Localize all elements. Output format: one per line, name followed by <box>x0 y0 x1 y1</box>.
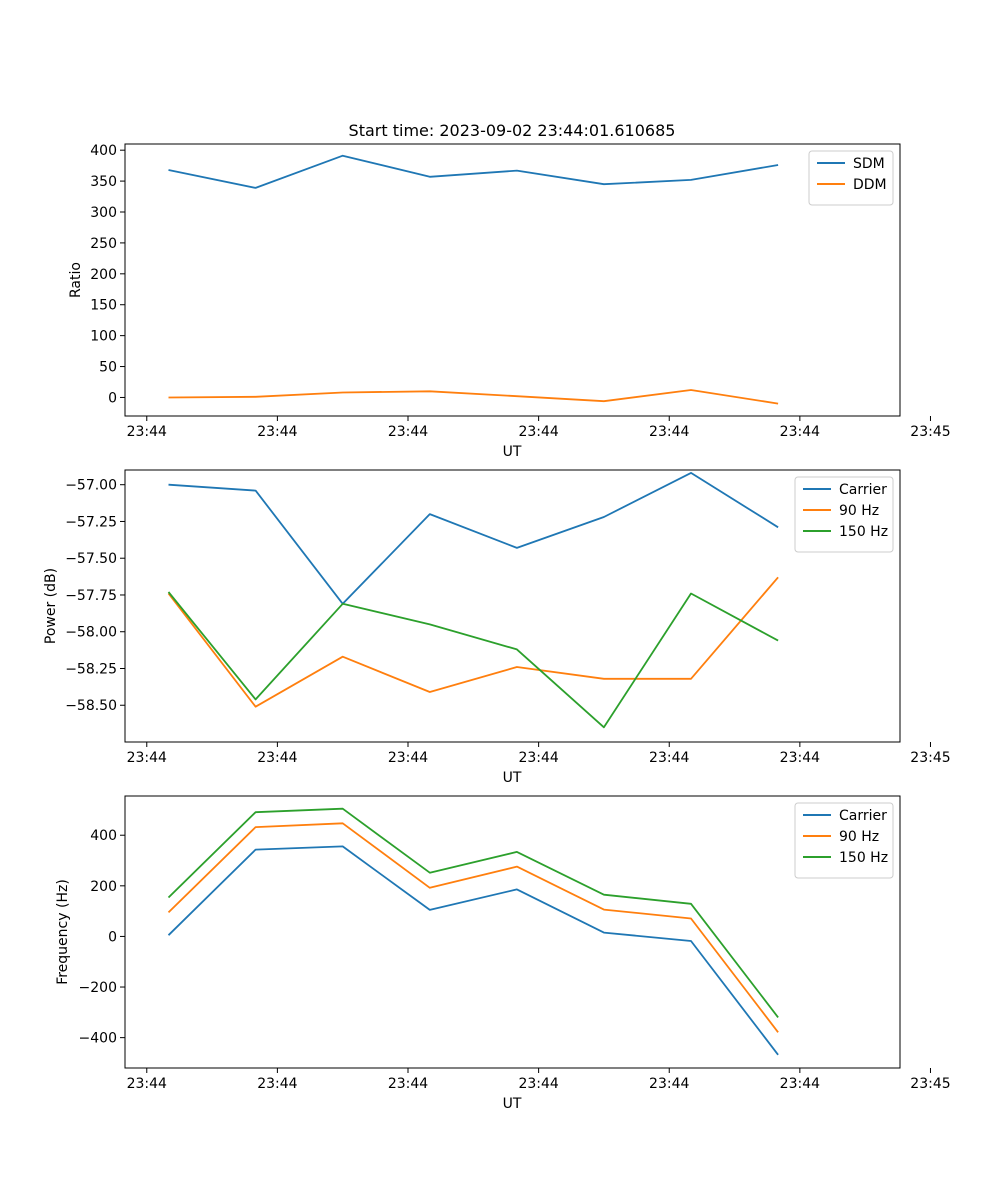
power-x-tick-label: 23:44 <box>649 750 689 766</box>
power-x-tick-label: 23:44 <box>388 750 428 766</box>
frequency-legend-label-90-hz: 90 Hz <box>839 829 879 845</box>
power-series <box>167 471 779 729</box>
power-y-tick-label: −57.00 <box>65 478 117 494</box>
frequency-x-tick-label: 23:45 <box>910 1076 950 1092</box>
ratio-axes-frame <box>124 143 901 417</box>
ratio-y-tick-label: 350 <box>90 174 117 190</box>
frequency-legend-label-150-hz: 150 Hz <box>839 850 888 866</box>
ratio-legend-box <box>808 150 894 206</box>
frequency-legend-label-carrier: Carrier <box>839 808 887 824</box>
power-y-tick-label: −58.25 <box>65 661 117 677</box>
ratio-y-tick-label: 400 <box>90 143 117 159</box>
frequency-y-tick-label: 400 <box>90 828 117 844</box>
power-x-ticks: 23:44 23:44 23:44 23:44 23:44 23:44 23:45 <box>127 742 951 766</box>
ratio-y-tick-label: 150 <box>90 298 117 314</box>
frequency-y-tick-label: −200 <box>79 980 117 996</box>
power-legend-box <box>794 476 894 553</box>
power-x-tick-label: 23:44 <box>127 750 167 766</box>
ratio-series-sdm-line <box>168 154 779 189</box>
frequency-y-tick-label: −400 <box>79 1031 117 1047</box>
ratio-y-tick-label: 200 <box>90 267 117 283</box>
ratio-series-ddm-line <box>168 389 779 405</box>
ratio-y-tick-label: 300 <box>90 205 117 221</box>
ratio-y-axis-label: Ratio <box>68 262 84 298</box>
power-y-tick-label: −57.50 <box>65 551 117 567</box>
power-series-90-hz-line <box>167 576 779 708</box>
ratio-legend: SDM DDM <box>808 150 894 206</box>
ratio-legend-label-ddm: DDM <box>853 177 887 193</box>
power-series-carrier-line <box>168 471 779 605</box>
ratio-x-ticks: 23:44 23:44 23:44 23:44 23:44 23:44 23:45 <box>127 416 951 440</box>
ratio-y-tick-label: 50 <box>99 360 117 376</box>
frequency-x-tick-label: 23:44 <box>649 1076 689 1092</box>
frequency-y-ticks: 400 200 0 −200 −400 <box>79 828 125 1047</box>
ratio-x-tick-label: 23:44 <box>649 424 689 440</box>
frequency-y-axis-label: Frequency (Hz) <box>55 879 71 985</box>
power-y-tick-label: −57.75 <box>65 588 117 604</box>
power-y-axis-label: Power (dB) <box>43 568 59 644</box>
power-x-axis-label: UT <box>503 770 522 786</box>
ratio-x-tick-label: 23:44 <box>518 424 558 440</box>
ratio-x-tick-label: 23:44 <box>127 424 167 440</box>
power-panel: 23:44 23:44 23:44 23:44 23:44 23:44 23:45 −57.… <box>43 469 951 786</box>
frequency-x-tick-label: 23:44 <box>518 1076 558 1092</box>
ratio-x-axis-label: UT <box>503 444 522 460</box>
frequency-x-tick-label: 23:44 <box>780 1076 820 1092</box>
ratio-y-tick-label: 250 <box>90 236 117 252</box>
power-x-tick-label: 23:44 <box>257 750 297 766</box>
power-legend-label-carrier: Carrier <box>839 482 887 498</box>
frequency-series-carrier-line <box>167 845 779 1056</box>
power-legend: Carrier 90 Hz 150 Hz <box>794 476 894 553</box>
power-x-tick-label: 23:45 <box>910 750 950 766</box>
power-axes-frame <box>124 469 901 743</box>
power-y-tick-label: −57.25 <box>65 514 117 530</box>
power-x-tick-label: 23:44 <box>780 750 820 766</box>
power-y-tick-label: −58.50 <box>65 698 117 714</box>
ratio-x-tick-label: 23:44 <box>388 424 428 440</box>
frequency-axes-frame <box>124 795 901 1069</box>
ratio-y-tick-label: 100 <box>90 329 117 345</box>
frequency-x-tick-label: 23:44 <box>388 1076 428 1092</box>
frequency-x-tick-label: 23:44 <box>257 1076 297 1092</box>
frequency-x-ticks: 23:44 23:44 23:44 23:44 23:44 23:44 23:45 <box>127 1068 951 1092</box>
frequency-y-tick-label: 200 <box>90 879 117 895</box>
ratio-y-ticks: 0 50 100 150 200 250 300 350 400 <box>90 143 125 406</box>
ratio-panel: Start time: 2023-09-02 23:44:01.610685 2… <box>68 121 951 460</box>
frequency-series-90-hz-line <box>167 822 779 1033</box>
power-x-tick-label: 23:44 <box>518 750 558 766</box>
power-y-tick-label: −58.00 <box>65 625 117 641</box>
power-y-ticks: −57.00 −57.25 −57.50 −57.75 −58.00 −58.25 −58.… <box>65 478 125 714</box>
ratio-x-tick-label: 23:44 <box>257 424 297 440</box>
power-legend-label-90-hz: 90 Hz <box>839 503 879 519</box>
frequency-legend-box <box>794 802 894 879</box>
frequency-series-150-hz-line <box>167 807 779 1018</box>
frequency-panel: 23:44 23:44 23:44 23:44 23:44 23:44 23:45 400 2… <box>55 795 951 1112</box>
ratio-series <box>168 154 779 405</box>
ratio-x-tick-label: 23:45 <box>910 424 950 440</box>
frequency-x-tick-label: 23:44 <box>127 1076 167 1092</box>
frequency-x-axis-label: UT <box>503 1096 522 1112</box>
figure-title: Start time: 2023-09-02 23:44:01.610685 <box>349 121 676 140</box>
frequency-y-tick-label: 0 <box>108 929 117 945</box>
power-series-150-hz-line <box>167 591 779 729</box>
power-legend-label-150-hz: 150 Hz <box>839 524 888 540</box>
ratio-y-tick-label: 0 <box>108 390 117 406</box>
frequency-series <box>167 807 779 1056</box>
ratio-legend-label-sdm: SDM <box>853 156 885 172</box>
frequency-legend: Carrier 90 Hz 150 Hz <box>794 802 894 879</box>
ratio-x-tick-label: 23:44 <box>780 424 820 440</box>
